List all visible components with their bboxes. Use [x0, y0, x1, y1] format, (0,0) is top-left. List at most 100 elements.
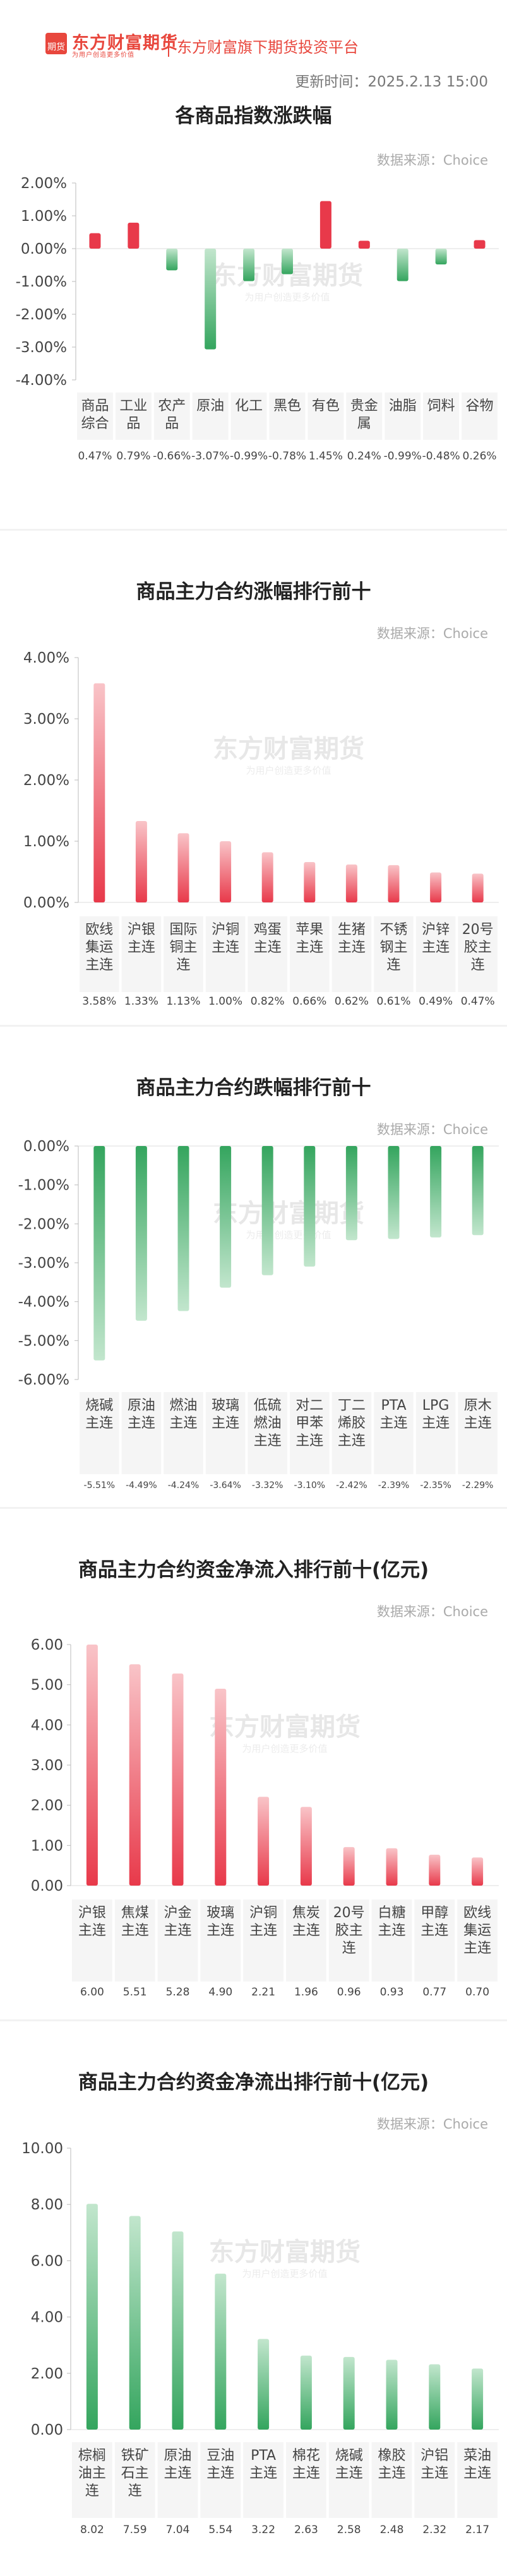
category-label: 连	[471, 957, 485, 973]
category-label: 烧碱	[335, 2448, 363, 2464]
category-label: 烧碱	[85, 1398, 113, 1414]
y-tick-label: 3.00%	[23, 711, 69, 728]
y-tick-label: 2.00	[31, 1798, 63, 1814]
category-label: 主连	[463, 1941, 491, 1956]
bar	[472, 2368, 484, 2430]
bar	[172, 1673, 184, 1886]
category-cell	[157, 1900, 198, 1982]
bar	[358, 240, 370, 249]
bar	[282, 249, 293, 275]
value-label: 0.26%	[463, 450, 497, 463]
logo-badge-text: 期货	[47, 42, 65, 52]
category-cell	[331, 1392, 372, 1474]
category-cell	[200, 1900, 241, 1982]
category-label: 主连	[164, 1923, 191, 1939]
platform-name: 东方财富旗下期货投资平台	[177, 38, 359, 56]
y-tick-label: 4.00	[31, 1717, 63, 1734]
y-tick-label: 1.00%	[21, 208, 67, 225]
y-tick-label: -4.00%	[18, 1294, 69, 1311]
logo-icon: 期货	[45, 33, 67, 54]
category-label: 主连	[463, 2466, 491, 2481]
bar	[258, 2339, 270, 2430]
value-label: 0.96	[337, 1986, 361, 1999]
category-cell	[192, 393, 229, 440]
value-label: -4.49%	[126, 1480, 157, 1491]
logo-divider	[168, 34, 169, 57]
y-tick-label: 2.00%	[23, 772, 69, 789]
value-label: 2.21	[251, 1986, 275, 1999]
category-cell	[415, 916, 456, 992]
data-source: 数据来源：Choice	[376, 153, 488, 168]
y-tick-label: -3.00%	[18, 1255, 69, 1272]
category-label: 油脂	[389, 398, 417, 414]
value-label: -0.66%	[153, 450, 191, 463]
category-cell	[115, 393, 152, 440]
value-label: 1.13%	[166, 995, 200, 1008]
category-label: 低硫	[254, 1398, 282, 1414]
category-label: 主连	[206, 2466, 234, 2481]
value-label: 2.58	[337, 2524, 361, 2536]
y-tick-label: -6.00%	[18, 1372, 69, 1388]
category-label: 主连	[378, 2466, 405, 2481]
category-label: 焦煤	[121, 1905, 149, 1921]
category-label: 主连	[164, 2466, 191, 2481]
value-label: 1.00%	[208, 995, 242, 1008]
bar	[430, 872, 442, 902]
y-tick-label: 6.00	[31, 1637, 63, 1653]
value-label: -2.42%	[336, 1480, 367, 1491]
category-label: 焦炭	[292, 1905, 320, 1921]
category-label: 谷物	[466, 398, 494, 414]
value-label: 0.49%	[419, 995, 453, 1008]
category-label: 国际	[169, 922, 197, 938]
watermark-slogan: 为用户创造更多价值	[242, 1743, 327, 1754]
value-label: 0.47%	[461, 995, 495, 1008]
category-label: 主连	[295, 940, 323, 955]
bar	[220, 1146, 232, 1288]
value-label: 0.77	[422, 1986, 446, 1999]
value-label: -3.32%	[252, 1480, 283, 1491]
bar	[345, 1146, 357, 1241]
watermark-logo: 东方财富期货	[213, 1199, 364, 1228]
category-label: 玻璃	[212, 1398, 239, 1414]
data-source: 数据来源：Choice	[376, 1122, 488, 1137]
value-label: 5.28	[166, 1986, 190, 1999]
category-cell	[80, 1392, 119, 1474]
bar	[89, 233, 101, 249]
value-label: 2.63	[294, 2524, 318, 2536]
bar	[93, 683, 105, 902]
data-source: 数据来源：Choice	[376, 1604, 488, 1619]
category-cell	[72, 1900, 112, 1982]
watermark-logo: 东方财富期货	[209, 1713, 361, 1742]
category-label: 沪银	[78, 1905, 106, 1921]
category-label: 苹果	[295, 922, 323, 938]
bar	[429, 1854, 441, 1886]
category-label: 丁二	[338, 1398, 366, 1414]
category-label: 品	[126, 416, 140, 432]
category-label: 主连	[78, 1923, 106, 1939]
value-label: 1.96	[294, 1986, 318, 1999]
value-label: 0.62%	[335, 995, 369, 1008]
category-label: 有色	[312, 398, 340, 414]
category-label: 豆油	[206, 2448, 234, 2464]
value-label: 0.79%	[116, 450, 150, 463]
category-cell	[286, 1900, 326, 1982]
bar	[386, 1848, 398, 1886]
category-cell	[157, 2442, 198, 2518]
category-label: 玻璃	[206, 1905, 234, 1921]
category-label: 主连	[422, 1415, 450, 1431]
category-cell	[385, 393, 421, 440]
category-label: 属	[357, 416, 371, 432]
value-label: 0.82%	[251, 995, 285, 1008]
bar	[343, 1846, 355, 1886]
value-label: -2.35%	[420, 1480, 451, 1491]
category-cell	[328, 1900, 369, 1982]
value-label: -3.07%	[191, 450, 229, 463]
bar	[215, 2273, 227, 2430]
category-cell	[415, 1392, 456, 1474]
value-label: 3.22	[251, 2524, 275, 2536]
category-label: 燃油	[169, 1398, 197, 1414]
category-cell	[374, 916, 414, 992]
category-cell	[457, 2442, 498, 2518]
category-label: 原油	[128, 1398, 155, 1414]
